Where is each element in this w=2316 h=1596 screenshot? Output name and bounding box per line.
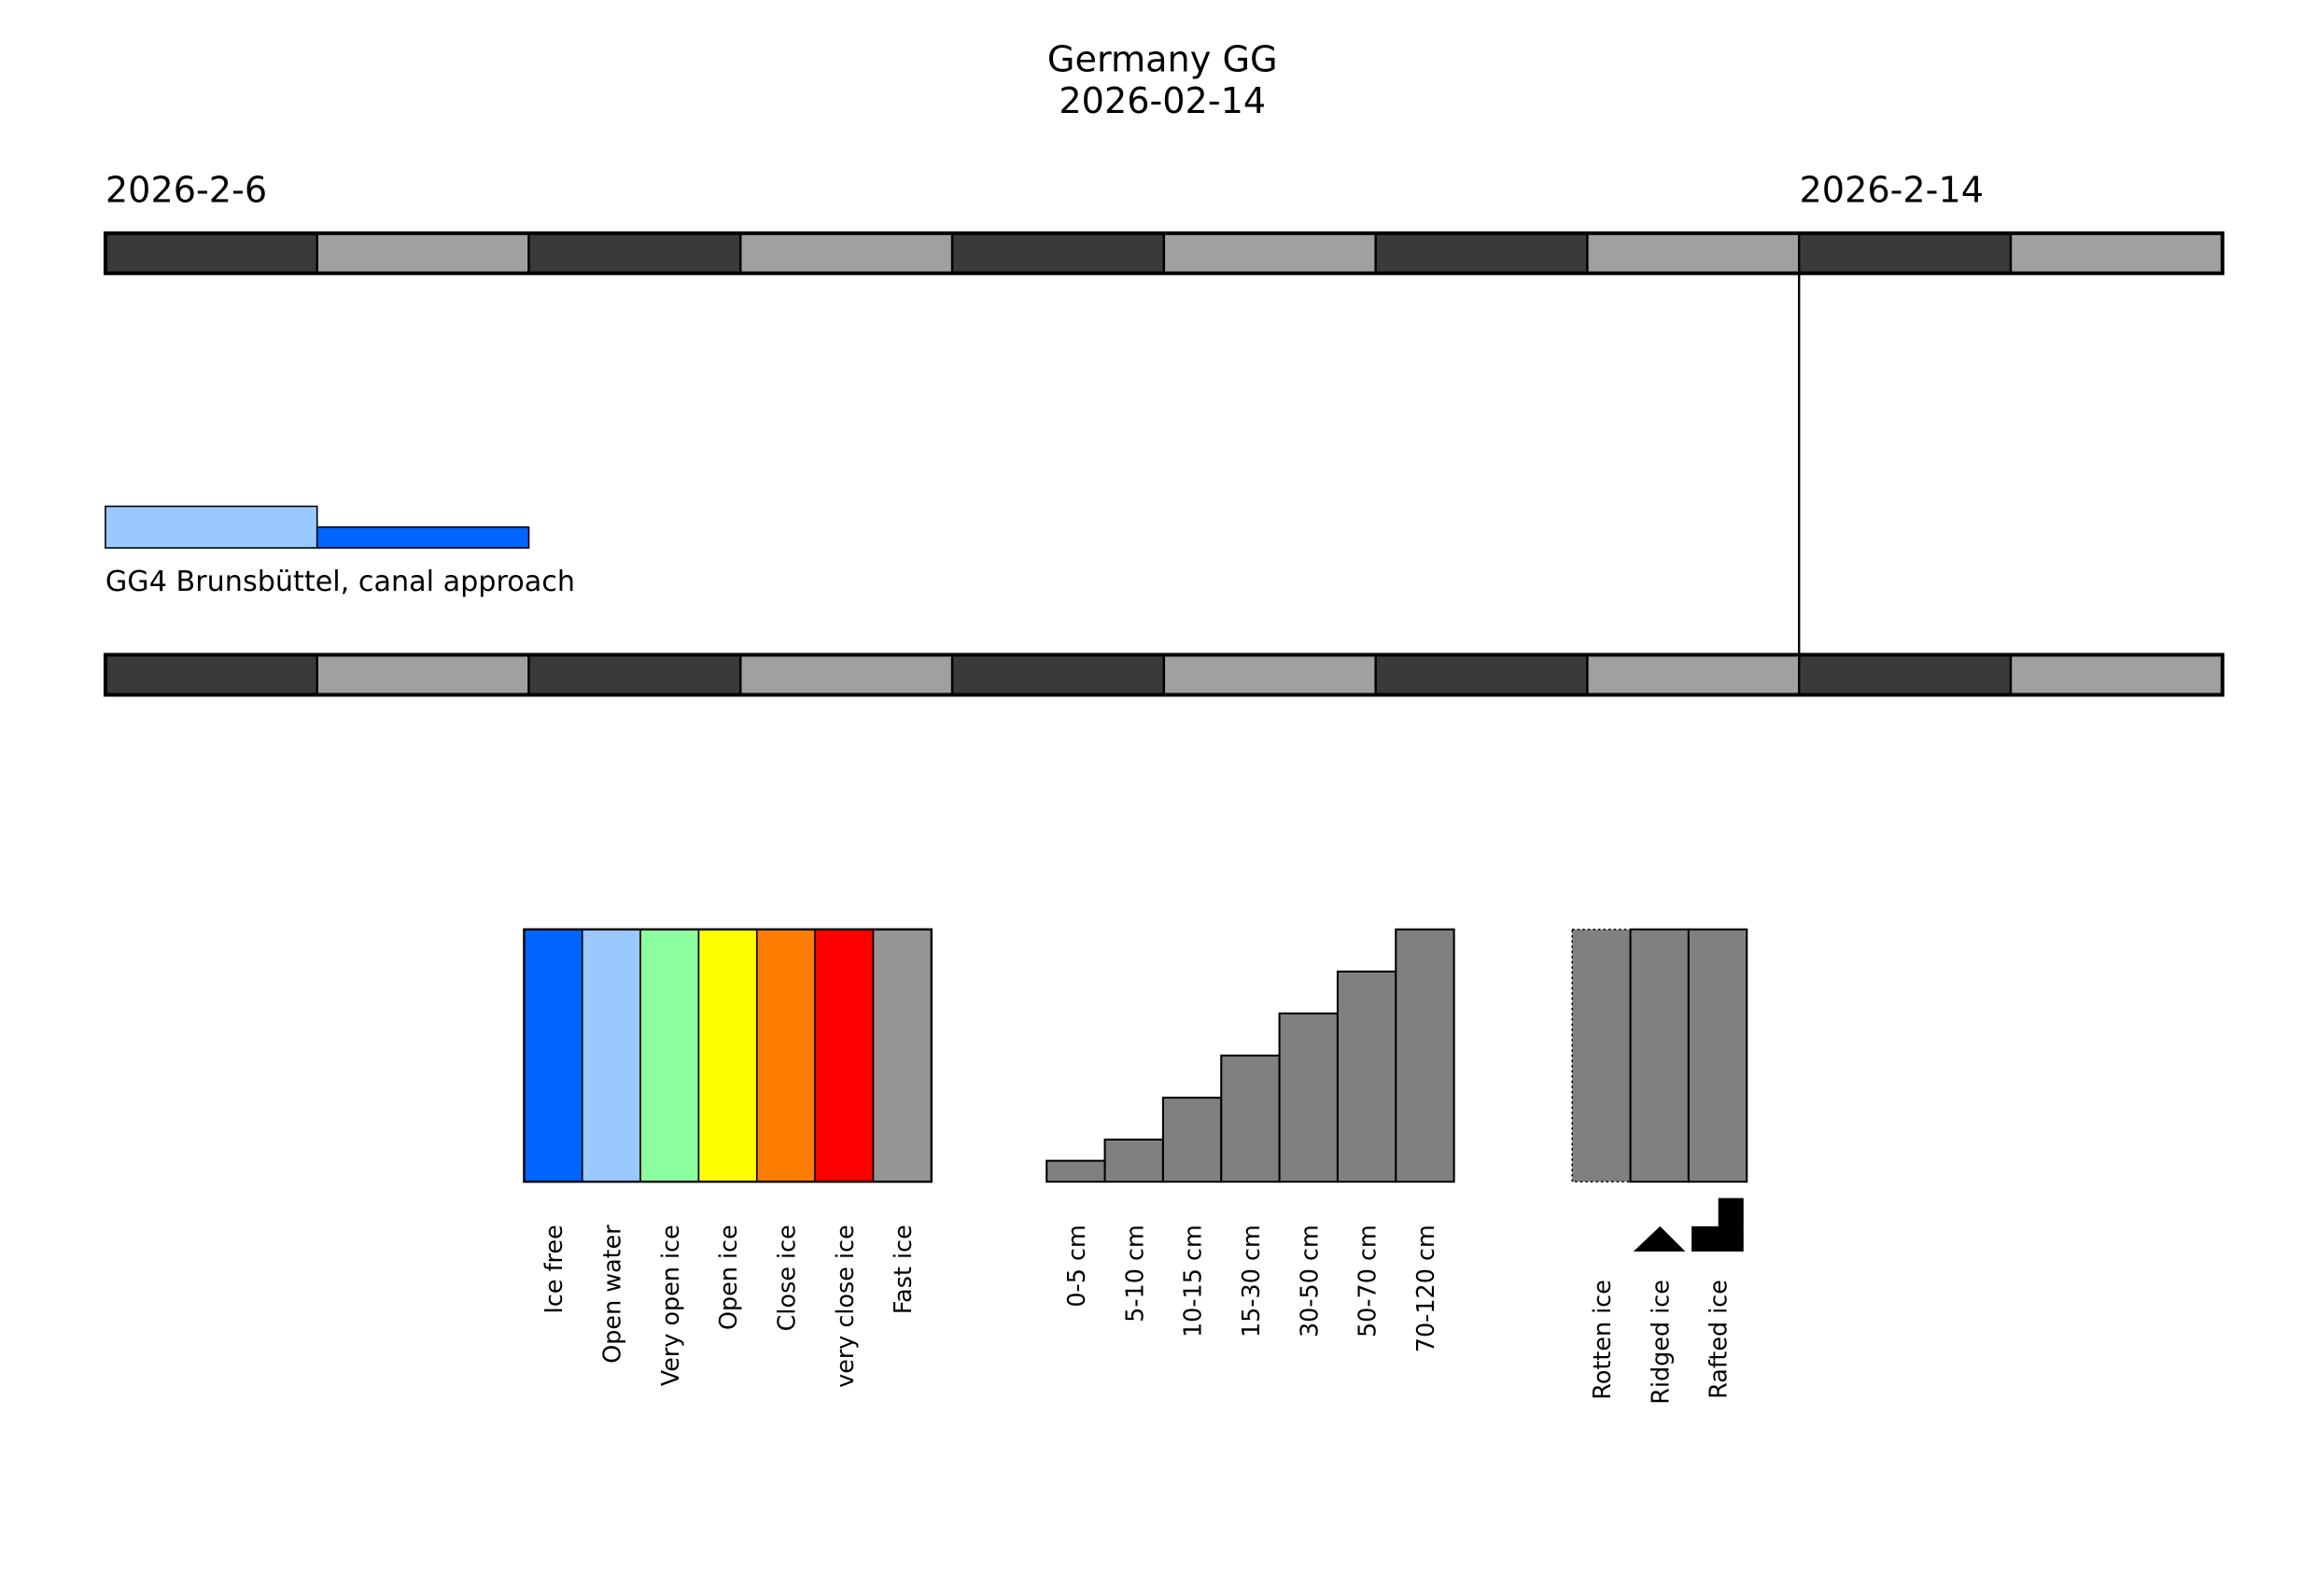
bottom-day-segment xyxy=(950,653,1166,696)
concentration-legend-label: Fast ice xyxy=(889,1225,917,1314)
thickness-legend-label: 5-10 cm xyxy=(1120,1225,1148,1323)
concentration-legend-bar xyxy=(872,928,933,1183)
ice-period-bar xyxy=(105,505,318,549)
rafted-step-icon xyxy=(1691,1197,1744,1252)
concentration-legend-label: Open ice xyxy=(714,1225,742,1330)
chart-subtitle: 2026-02-14 xyxy=(1059,80,1266,121)
bottom-time-bar-frame xyxy=(103,652,2225,697)
thickness-legend-label: 0-5 cm xyxy=(1062,1225,1090,1307)
thickness-legend-bar xyxy=(1278,1012,1339,1183)
top-day-segment xyxy=(104,231,318,274)
concentration-legend-label: Very open ice xyxy=(656,1225,684,1386)
thickness-legend-bar xyxy=(1220,1054,1281,1183)
thickness-legend-label: 15-30 cm xyxy=(1237,1225,1265,1337)
concentration-legend-bar xyxy=(755,928,816,1183)
concentration-legend-bar xyxy=(581,928,641,1183)
top-day-segment xyxy=(1162,231,1377,274)
thickness-legend-bar xyxy=(1161,1097,1223,1183)
thickness-legend-label: 50-70 cm xyxy=(1354,1225,1382,1337)
ice-period-bar xyxy=(316,525,530,549)
thickness-legend-bar xyxy=(1395,928,1455,1183)
special-legend-bar xyxy=(1687,928,1748,1183)
concentration-legend-bar xyxy=(523,928,583,1183)
thickness-legend-label: 10-15 cm xyxy=(1179,1225,1207,1337)
ridged-triangle-icon xyxy=(1633,1225,1686,1252)
concentration-legend-bar xyxy=(639,928,700,1183)
bottom-day-segment xyxy=(2009,653,2224,696)
bottom-day-segment xyxy=(1162,653,1377,696)
bottom-day-segment xyxy=(104,653,318,696)
special-legend-label: Rotten ice xyxy=(1588,1280,1616,1400)
special-legend-bar xyxy=(1571,928,1632,1183)
start-date-label: 2026-2-6 xyxy=(105,169,267,210)
concentration-legend-label: Ice free xyxy=(540,1225,568,1313)
top-day-segment xyxy=(950,231,1166,274)
thickness-legend-bar xyxy=(1046,1159,1106,1183)
thickness-legend-label: 30-50 cm xyxy=(1295,1225,1323,1337)
top-day-segment xyxy=(1374,231,1589,274)
top-time-bar-frame xyxy=(103,231,2225,275)
top-day-segment xyxy=(1798,231,2013,274)
thickness-legend-bar xyxy=(1336,970,1397,1183)
special-legend-label: Rafted ice xyxy=(1705,1280,1733,1399)
bottom-day-segment xyxy=(1798,653,2013,696)
thickness-legend-label: 70-120 cm xyxy=(1411,1225,1439,1352)
top-day-segment xyxy=(739,231,954,274)
bottom-day-segment xyxy=(1586,653,1801,696)
concentration-legend-bar xyxy=(697,928,758,1183)
top-day-segment xyxy=(316,231,530,274)
top-day-segment xyxy=(1586,231,1801,274)
bottom-day-segment xyxy=(1374,653,1589,696)
concentration-legend-label: Close ice xyxy=(772,1225,800,1331)
bottom-day-segment xyxy=(316,653,530,696)
concentration-legend-label: very close ice xyxy=(831,1225,859,1388)
top-day-segment xyxy=(527,231,742,274)
concentration-legend-bar xyxy=(814,928,875,1183)
bottom-day-segment xyxy=(739,653,954,696)
chart-title: Germany GG xyxy=(1047,39,1278,80)
top-day-segment xyxy=(2009,231,2224,274)
special-legend-bar xyxy=(1629,928,1690,1183)
end-date-label: 2026-2-14 xyxy=(1800,169,1984,210)
concentration-legend-frame xyxy=(523,928,933,1183)
concentration-legend-label: Open water xyxy=(597,1225,625,1364)
station-label: GG4 Brunsbüttel, canal approach xyxy=(105,566,575,598)
special-legend-label: Ridged ice xyxy=(1646,1280,1674,1405)
thickness-legend-bar xyxy=(1103,1138,1164,1183)
bottom-day-segment xyxy=(527,653,742,696)
